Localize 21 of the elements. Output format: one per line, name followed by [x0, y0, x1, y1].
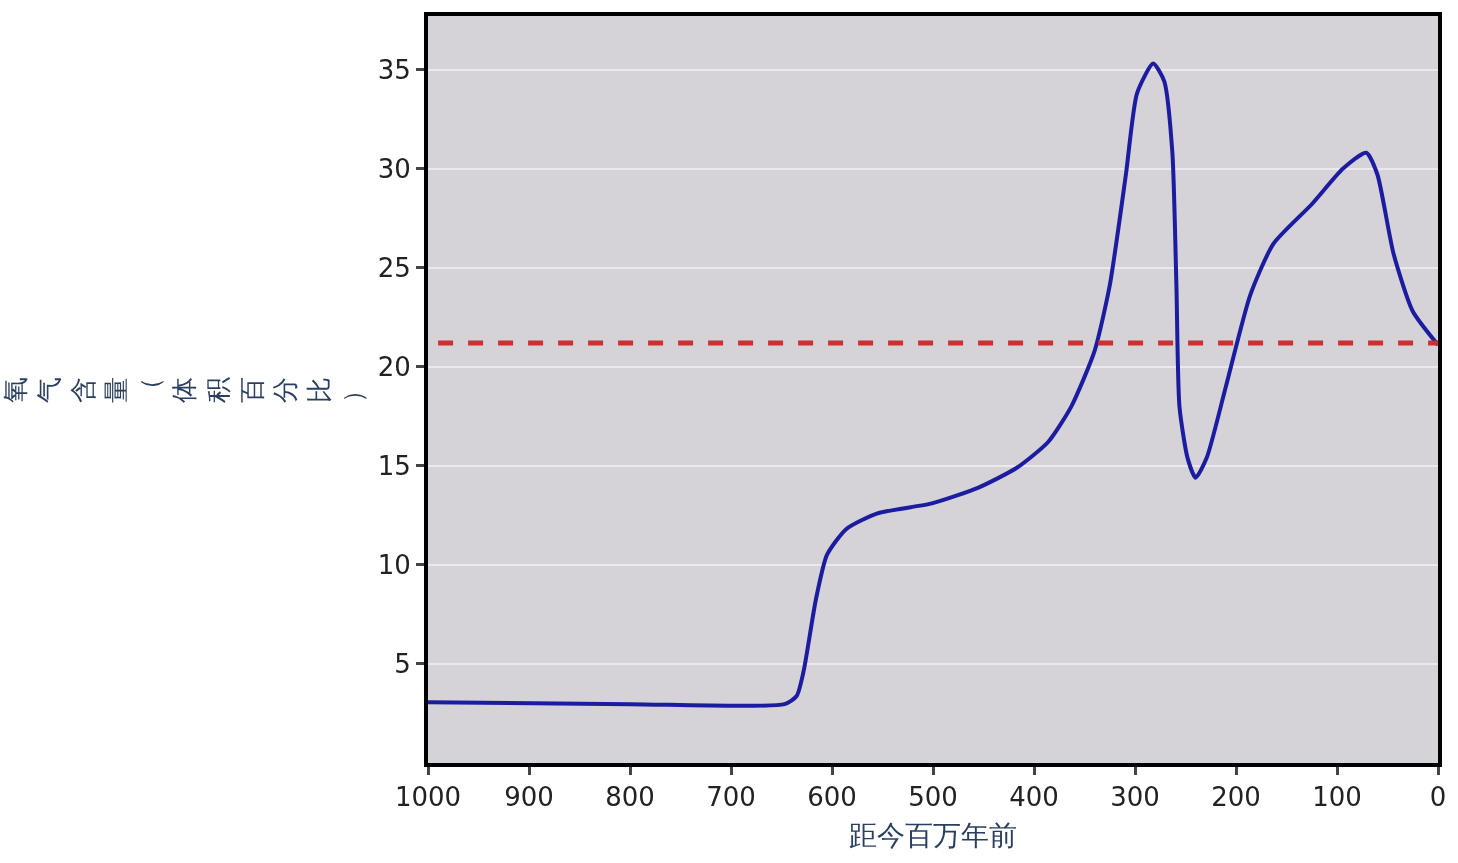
x-tick-label: 0 — [1429, 782, 1447, 813]
x-tick-label: 900 — [504, 782, 554, 813]
x-tick-label: 800 — [605, 782, 655, 813]
y-tick-label: 20 — [377, 351, 411, 382]
x-axis-title: 距今百万年前 — [849, 818, 1017, 852]
y-tick-label: 25 — [377, 252, 411, 283]
x-tick-label: 500 — [908, 782, 958, 813]
text: 氧气含量（体积百分比） — [0, 376, 368, 403]
y-tick-label: 35 — [377, 54, 411, 85]
x-tick-label: 1000 — [394, 782, 462, 813]
x-tick-label: 700 — [706, 782, 756, 813]
y-tick-label: 30 — [377, 153, 411, 184]
y-tick-label: 10 — [377, 549, 411, 580]
line-series — [428, 61, 1438, 708]
x-tick-label: 300 — [1110, 782, 1160, 813]
y-tick-label: 15 — [377, 450, 411, 481]
y-tick-label: 5 — [394, 649, 411, 680]
x-tick-label: 600 — [807, 782, 857, 813]
x-tick-label: 400 — [1009, 782, 1059, 813]
x-tick-label: 100 — [1312, 782, 1362, 813]
x-tick-label: 200 — [1211, 782, 1261, 813]
